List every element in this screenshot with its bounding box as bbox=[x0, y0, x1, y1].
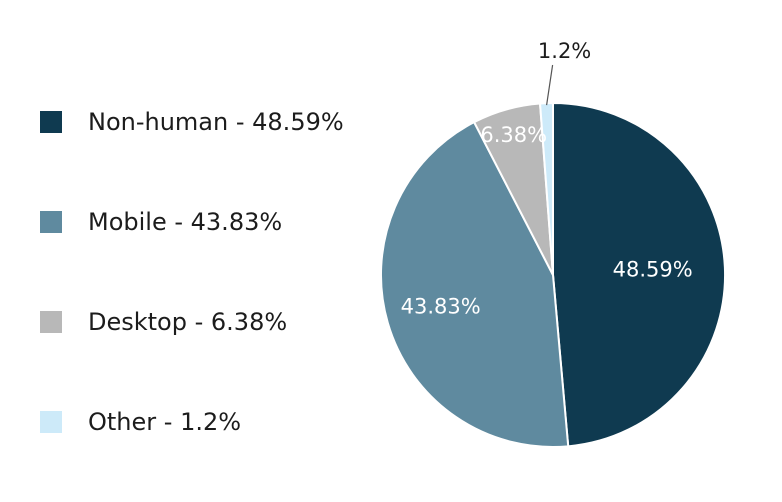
pie-slice-mobile bbox=[380, 120, 570, 448]
legend: Non-human - 48.59% Mobile - 43.83% Deskt… bbox=[40, 102, 344, 502]
legend-swatch-non-human bbox=[40, 111, 62, 133]
data-label-non-human: 48.59% bbox=[613, 258, 693, 282]
data-label-mobile: 43.83% bbox=[401, 295, 481, 319]
legend-item-desktop: Desktop - 6.38% bbox=[40, 302, 344, 342]
pie-slice-non-human bbox=[552, 101, 727, 448]
legend-item-other: Other - 1.2% bbox=[40, 402, 344, 442]
legend-swatch-mobile bbox=[40, 211, 62, 233]
legend-swatch-desktop bbox=[40, 311, 62, 333]
legend-item-mobile: Mobile - 43.83% bbox=[40, 202, 344, 242]
legend-label-mobile: Mobile - 43.83% bbox=[88, 208, 283, 236]
data-label-other: 1.2% bbox=[538, 39, 591, 63]
legend-label-desktop: Desktop - 6.38% bbox=[88, 308, 288, 336]
legend-item-non-human: Non-human - 48.59% bbox=[40, 102, 344, 142]
leader-line-other bbox=[546, 64, 554, 106]
legend-label-other: Other - 1.2% bbox=[88, 408, 242, 436]
legend-label-non-human: Non-human - 48.59% bbox=[88, 108, 344, 136]
data-label-desktop: 6.38% bbox=[480, 123, 547, 147]
legend-swatch-other bbox=[40, 411, 62, 433]
